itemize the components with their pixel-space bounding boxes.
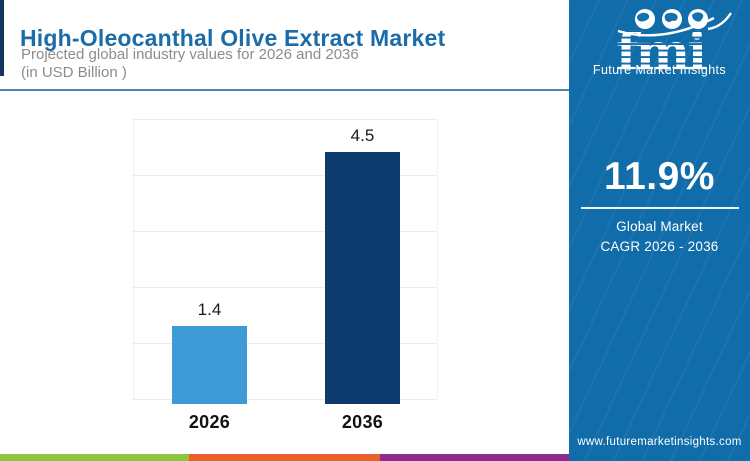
bar-x-axis-label: 2026 bbox=[188, 412, 231, 432]
page-subtitle: Projected global industry values for 202… bbox=[21, 46, 359, 83]
header-accent-bar bbox=[0, 0, 4, 76]
gridline bbox=[133, 287, 438, 288]
cagr-divider bbox=[581, 207, 739, 209]
gridline bbox=[133, 119, 438, 120]
globe-europe-icon bbox=[664, 12, 678, 22]
strip-purple-segment bbox=[380, 454, 569, 461]
fmi-logo-text: fmi bbox=[615, 22, 705, 78]
cagr-caption-line-2: CAGR 2026 - 2036 bbox=[600, 238, 719, 254]
brand-sidebar: fmi Future Market Insights 11.9% Global … bbox=[569, 0, 750, 461]
logo-swoosh-tail-icon bbox=[707, 12, 732, 31]
page-title: High-Oleocanthal Olive Extract Market bbox=[20, 25, 446, 52]
bottom-color-strip bbox=[0, 454, 569, 461]
gridline bbox=[133, 231, 438, 232]
globe-americas-icon bbox=[636, 12, 649, 22]
strip-orange-segment bbox=[189, 454, 380, 461]
globe-asia-icon bbox=[691, 12, 703, 22]
bar-value-label: 4.5 bbox=[350, 126, 375, 145]
cagr-value: 11.9% bbox=[604, 155, 715, 198]
header-divider bbox=[0, 89, 569, 91]
logo-globe-icons bbox=[634, 9, 708, 29]
bar-value-label: 1.4 bbox=[197, 299, 222, 319]
gridline bbox=[133, 175, 438, 176]
bar-x-axis-label: 2036 bbox=[341, 412, 384, 432]
fmi-logo: fmi bbox=[615, 9, 732, 78]
strip-green-segment bbox=[0, 454, 189, 461]
subtitle-line-2: (in USD Billion ) bbox=[21, 64, 127, 82]
website-url: www.futuremarketinsights.com bbox=[577, 436, 742, 448]
cagr-caption-line-1: Global Market bbox=[616, 219, 703, 234]
gridline bbox=[133, 343, 438, 344]
subtitle-line-1: Projected global industry values for 202… bbox=[21, 46, 359, 63]
bar-2036 bbox=[325, 152, 400, 404]
bar-2026 bbox=[172, 325, 247, 404]
gridline bbox=[133, 399, 438, 400]
cagr-caption: Global Market CAGR 2026 - 2036 bbox=[569, 217, 750, 256]
brand-name: Future Market Insights bbox=[592, 63, 727, 77]
bar-group-2036: 4.5 2036 bbox=[325, 126, 400, 433]
bar-chart-plot-area: 1.4 2026 4.5 2036 bbox=[133, 119, 438, 432]
bar-group-2026: 1.4 2026 bbox=[172, 300, 247, 433]
